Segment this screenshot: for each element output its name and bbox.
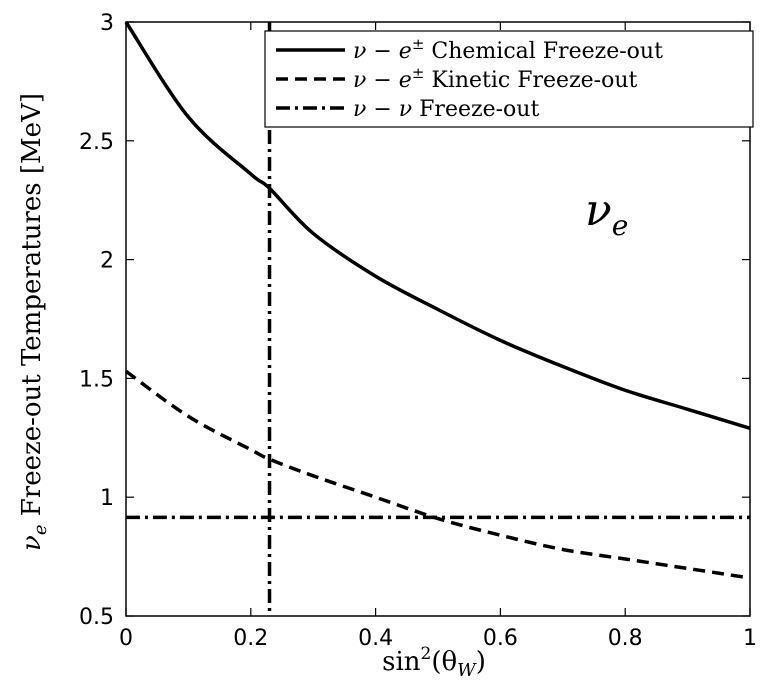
series-layer bbox=[124, 21, 751, 580]
y-tick-label-0: 0.5 bbox=[79, 605, 114, 630]
x-tick-label-2: 0.4 bbox=[358, 626, 393, 651]
y-axis-label: νe Freeze-out Temperatures [MeV] bbox=[17, 93, 51, 551]
legend-entry-nu-nu: ν − ν Freeze-out bbox=[353, 97, 539, 122]
nu-e-annotation: νe bbox=[585, 185, 628, 242]
y-tick-label-5: 3 bbox=[100, 11, 114, 36]
x-tick-label-1: 0.2 bbox=[233, 626, 268, 651]
x-tick-label-4: 0.8 bbox=[608, 626, 643, 651]
legend: ν − e± Chemical Freeze-out ν − e± Kineti… bbox=[264, 30, 754, 128]
x-tick-label-3: 0.6 bbox=[483, 626, 518, 651]
legend-box bbox=[264, 30, 754, 128]
y-tick-label-3: 2 bbox=[100, 249, 114, 274]
x-tick-label-0: 0 bbox=[119, 626, 133, 651]
x-axis-label: sin2(θW) bbox=[382, 644, 486, 681]
legend-entry-kinetic: ν − e± Kinetic Freeze-out bbox=[353, 64, 638, 93]
tick-layer: 0 0.2 0.4 0.6 0.8 1 0.5 1 1.5 2 2.5 3 bbox=[79, 11, 757, 651]
y-tick-label-2: 1.5 bbox=[79, 367, 114, 392]
y-tick-label-1: 1 bbox=[100, 486, 114, 511]
y-tick-label-4: 2.5 bbox=[79, 130, 114, 155]
series-line-0 bbox=[124, 21, 751, 430]
plot-frame bbox=[125, 21, 751, 617]
legend-entry-chemical: ν − e± Chemical Freeze-out bbox=[353, 35, 663, 64]
x-tick-label-5: 1 bbox=[743, 626, 757, 651]
series-line-1 bbox=[124, 369, 751, 580]
